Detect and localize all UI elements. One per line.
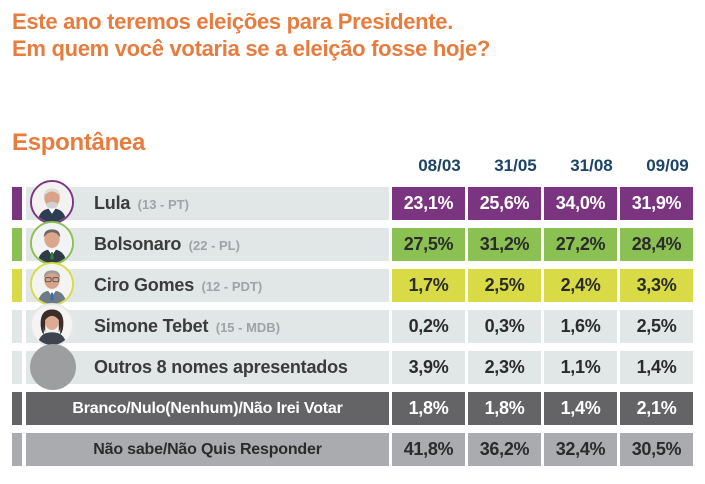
response-label-text: Branco/Nulo(Nenhum)/Não Irei Votar <box>72 399 343 417</box>
candidate-label-band: Simone Tebet (15 - MDB) <box>26 303 389 347</box>
left-accent-bar <box>12 392 22 425</box>
value-cell: 1,4% <box>544 392 617 425</box>
poll-results-table: Lula (13 - PT) 23,1% 25,6% 34,0% 31,9% <box>12 180 693 474</box>
left-accent-bar <box>12 269 22 302</box>
left-accent-bar <box>12 310 22 343</box>
candidate-label-band: Ciro Gomes (12 - PDT) <box>26 262 389 306</box>
left-accent-bar <box>12 187 22 220</box>
lula-avatar-illustration <box>32 182 72 222</box>
candidate-label-band: Lula (13 - PT) <box>26 180 389 224</box>
value-cell: 36,2% <box>468 433 541 466</box>
value-cell: 1,4% <box>620 351 693 384</box>
candidate-name-text: Bolsonaro <box>94 234 182 254</box>
value-cell: 30,5% <box>620 433 693 466</box>
value-cell: 2,5% <box>620 310 693 343</box>
value-cell: 25,6% <box>468 187 541 220</box>
column-header-date: 08/03 <box>418 156 461 175</box>
value-cell: 1,8% <box>468 392 541 425</box>
candidate-label-band: Outros 8 nomes apresentados <box>26 344 389 390</box>
response-label-text: Não sabe/Não Quis Responder <box>93 440 322 458</box>
row-outros-nomes: Outros 8 nomes apresentados 3,9% 2,3% 1,… <box>12 344 693 390</box>
poll-subtitle: Espontânea <box>12 129 146 156</box>
poll-question-title: Este ano teremos eleições para President… <box>12 8 490 62</box>
value-cell: 31,2% <box>468 228 541 261</box>
candidate-name: Bolsonaro (22 - PL) <box>94 234 240 255</box>
value-cell: 1,7% <box>392 269 465 302</box>
candidate-party: (13 - PT) <box>137 197 189 212</box>
value-cell: 27,5% <box>392 228 465 261</box>
candidate-row-ciro-gomes: Ciro Gomes (12 - PDT) 1,7% 2,5% 2,4% 3,3… <box>12 262 693 306</box>
value-cell: 1,1% <box>544 351 617 384</box>
candidate-name: Simone Tebet (15 - MDB) <box>94 316 280 337</box>
value-cell: 1,8% <box>392 392 465 425</box>
value-cell: 27,2% <box>544 228 617 261</box>
value-cell: 1,6% <box>544 310 617 343</box>
bolsonaro-avatar-illustration <box>32 223 72 263</box>
value-cell: 32,4% <box>544 433 617 466</box>
simone-tebet-photo <box>30 303 74 347</box>
simone-avatar-illustration <box>32 305 72 345</box>
candidate-name-text: Outros 8 nomes apresentados <box>94 357 348 377</box>
response-label-band: Branco/Nulo(Nenhum)/Não Irei Votar <box>26 392 389 425</box>
value-cell: 31,9% <box>620 187 693 220</box>
poll-question-line1: Este ano teremos eleições para President… <box>12 9 454 34</box>
candidate-name-text: Simone Tebet <box>94 316 209 336</box>
value-cell: 2,3% <box>468 351 541 384</box>
column-header-date: 31/05 <box>494 156 537 175</box>
left-accent-bar <box>12 351 22 384</box>
column-header-date: 09/09 <box>646 156 689 175</box>
candidate-party: (15 - MDB) <box>215 320 281 335</box>
left-accent-bar <box>12 228 22 261</box>
candidate-party: (22 - PL) <box>188 238 240 253</box>
value-cell: 3,3% <box>620 269 693 302</box>
row-nao-sabe: Não sabe/Não Quis Responder 41,8% 36,2% … <box>12 433 693 466</box>
candidate-party: (12 - PDT) <box>201 279 263 294</box>
value-cell: 41,8% <box>392 433 465 466</box>
value-cell: 0,3% <box>468 310 541 343</box>
candidate-row-simone-tebet: Simone Tebet (15 - MDB) 0,2% 0,3% 1,6% 2… <box>12 303 693 347</box>
value-cell: 2,5% <box>468 269 541 302</box>
value-cell: 28,4% <box>620 228 693 261</box>
value-cell: 3,9% <box>392 351 465 384</box>
value-cell: 0,2% <box>392 310 465 343</box>
value-cell: 34,0% <box>544 187 617 220</box>
ciro-avatar-illustration <box>32 264 72 304</box>
poll-question-line2: Em quem você votaria se a eleição fosse … <box>12 36 491 61</box>
left-accent-bar <box>12 433 22 466</box>
candidate-name-text: Ciro Gomes <box>94 275 195 295</box>
candidate-row-bolsonaro: Bolsonaro (22 - PL) 27,5% 31,2% 27,2% 28… <box>12 221 693 265</box>
ciro-gomes-photo <box>30 262 74 306</box>
candidate-name: Outros 8 nomes apresentados <box>94 357 348 378</box>
candidate-label-band: Bolsonaro (22 - PL) <box>26 221 389 265</box>
lula-photo <box>30 180 74 224</box>
survey-date-headers: 08/03 31/05 31/08 09/09 <box>403 156 704 176</box>
value-cell: 23,1% <box>392 187 465 220</box>
candidate-name-text: Lula <box>94 193 131 213</box>
value-cell: 2,1% <box>620 392 693 425</box>
row-branco-nulo: Branco/Nulo(Nenhum)/Não Irei Votar 1,8% … <box>12 392 693 425</box>
candidate-row-lula: Lula (13 - PT) 23,1% 25,6% 34,0% 31,9% <box>12 180 693 224</box>
response-label-band: Não sabe/Não Quis Responder <box>26 433 389 466</box>
candidate-name: Lula (13 - PT) <box>94 193 189 214</box>
candidate-name: Ciro Gomes (12 - PDT) <box>94 275 262 296</box>
generic-person-circle <box>30 344 76 390</box>
bolsonaro-photo <box>30 221 74 265</box>
value-cell: 2,4% <box>544 269 617 302</box>
column-header-date: 31/08 <box>570 156 613 175</box>
